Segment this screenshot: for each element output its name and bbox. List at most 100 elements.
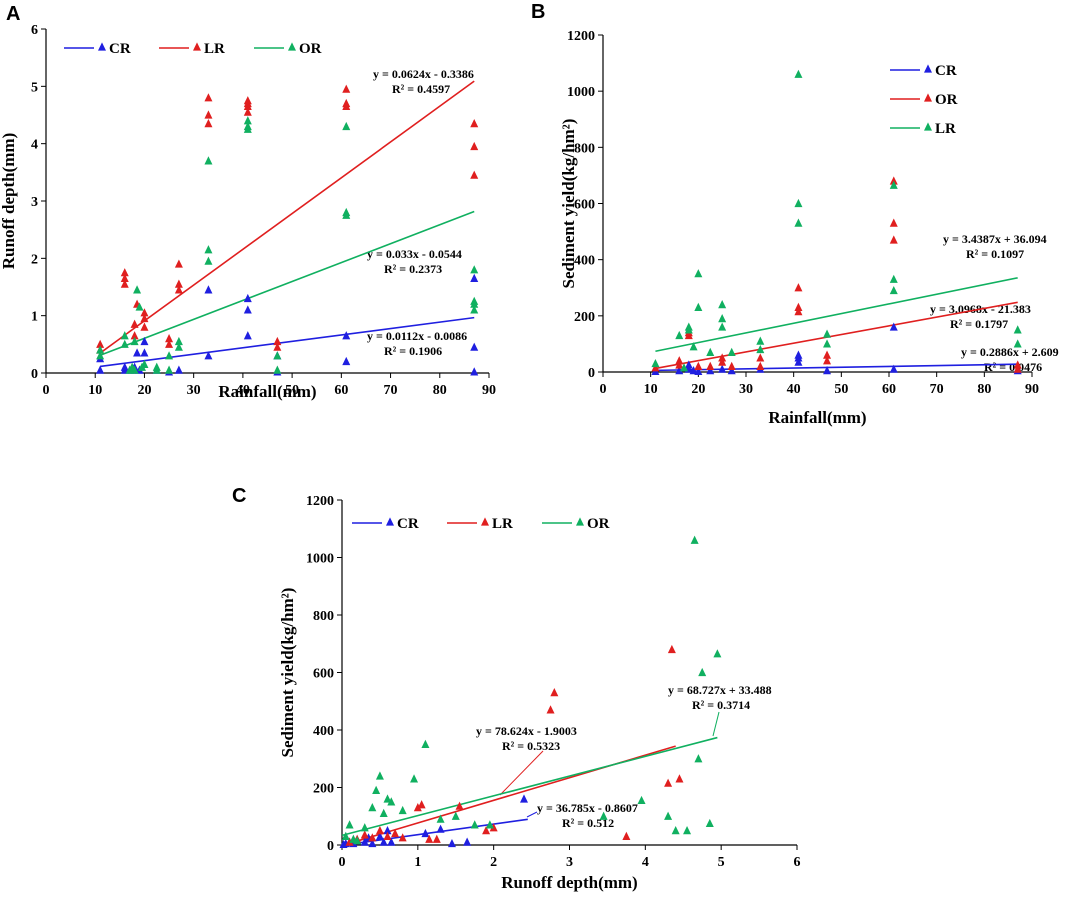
panel-b-or-point — [718, 353, 727, 362]
panel-c-or-point — [436, 814, 445, 823]
panel-c-cr-leader — [526, 811, 538, 818]
panel-c-or-point — [705, 818, 714, 828]
panel-c-lr-point — [383, 831, 392, 840]
panel-a-or-point — [273, 351, 282, 360]
panel-b-lr-point — [823, 339, 832, 348]
panel-c-y-tick-label: 1200 — [306, 494, 334, 509]
panel-c-x-tick-label: 3 — [566, 855, 573, 870]
panel-a-lr-point — [273, 342, 282, 351]
panel-c-x-tick-label: 6 — [794, 855, 801, 870]
panel-b-or-point — [889, 176, 898, 185]
panel-a-lr-trendline — [99, 80, 475, 354]
panel-c-x-tick-label: 5 — [718, 855, 725, 870]
panel-c-cr-equation: y = 36.785x - 0.8607 — [537, 801, 638, 815]
panel-b-lr-point — [727, 347, 736, 356]
panel-b-lr-point — [823, 329, 832, 338]
panel-c-legend: CR LR OR — [352, 516, 610, 532]
panel-b-legend-label: LR — [935, 121, 956, 137]
panel-a-legend-marker — [288, 42, 296, 51]
panel-c-lr-point — [546, 705, 555, 714]
panel-a-or-point — [243, 116, 252, 125]
panel-b-x-tick-label: 0 — [600, 382, 607, 397]
panel-c-x-tick-label: 2 — [490, 855, 497, 870]
panel-b-lr-point — [680, 363, 689, 372]
panel-a-legend: CR LR OR — [64, 41, 322, 57]
panel-b-y-tick-label: 200 — [574, 310, 595, 325]
panel-b-legend-marker — [924, 122, 932, 131]
panel-a-y-tick-label: 2 — [31, 252, 38, 267]
panel-b-or-point — [823, 350, 832, 359]
panel-c-or-point — [345, 820, 354, 829]
panel-c-cr-point — [368, 838, 377, 848]
panel-b-or-point — [706, 361, 715, 370]
panel-a-cr-point — [96, 365, 105, 374]
panel-b-cr-point — [694, 366, 703, 376]
panel-b-or-point — [1013, 360, 1022, 369]
panel-a-or-point — [470, 296, 479, 305]
panel-c: C y = 68.727x + 33.488 R² = 0.3714 y = 7… — [232, 485, 801, 892]
panel-a-or-point — [342, 207, 351, 217]
panel-a-or-point — [96, 351, 105, 360]
panel-a-or-point — [342, 121, 351, 131]
panel-c-lr-equation: y = 78.624x - 1.9003 — [476, 724, 577, 738]
panel-a-lr-point — [342, 84, 351, 93]
panel-a-lr-point — [470, 141, 479, 151]
panel-c-y-tick-label: 400 — [313, 724, 334, 739]
panel-c-cr-point — [421, 828, 430, 838]
panel-a-or-point — [165, 365, 174, 374]
panel-a-lr-point — [204, 119, 213, 128]
panel-c-or-r2: R² = 0.3714 — [692, 698, 750, 712]
panel-b-cr-point — [823, 365, 832, 375]
panel-c-y-tick-label: 200 — [313, 782, 334, 797]
panel-a-lr-point — [120, 279, 129, 288]
panel-c-or-point — [713, 649, 722, 658]
panel-c-legend-marker — [576, 517, 584, 526]
panel-b-or-r2: R² = 0.1797 — [950, 317, 1008, 331]
panel-a-or-point — [140, 359, 149, 368]
panel-b-x-tick-label: 80 — [977, 382, 991, 397]
panel-b-lr-point — [718, 322, 727, 331]
panel-b-or-point — [694, 361, 703, 370]
panel-a-lr-point — [204, 93, 213, 102]
panel-a-x-tick-label: 40 — [236, 383, 250, 398]
panel-b-cr-point — [718, 364, 727, 373]
panel-c-lr-point — [360, 830, 369, 839]
panel-c-or-point — [375, 771, 384, 780]
panel-c-y-tick-label: 600 — [313, 667, 334, 682]
panel-b-or-point — [794, 283, 803, 292]
panel-c-or-point — [341, 831, 350, 840]
panel-c-cr-point — [447, 838, 456, 848]
panel-a-lr-point — [204, 110, 213, 119]
panel-c-legend-marker — [386, 517, 394, 526]
panel-c-lr-point — [413, 803, 422, 812]
panel-b-or-point — [756, 361, 765, 370]
panel-b-or-point — [727, 361, 736, 370]
panel-b-lr-equation: y = 3.4387x + 36.094 — [943, 232, 1047, 246]
panel-b-or-point — [675, 360, 684, 369]
panel-a-cr-point — [342, 331, 351, 340]
panel-b-cr-point — [727, 365, 736, 375]
panel-c-lr-point — [375, 826, 384, 835]
panel-b-or-point — [675, 356, 684, 365]
panel-a-cr-point — [140, 336, 149, 346]
panel-a-or-point — [120, 339, 129, 348]
panel-c-cr-point — [387, 837, 396, 846]
panel-a-cr-r2: R² = 0.1906 — [384, 344, 442, 358]
panel-b-cr-point — [684, 360, 693, 369]
panel-c-x-tick-label: 1 — [414, 855, 421, 870]
panel-c-lr-point — [489, 823, 498, 832]
panel-c-lr-point — [368, 833, 377, 842]
panel-b-cr-point — [794, 357, 803, 366]
panel-a-x-tick-label: 70 — [384, 383, 398, 398]
panel-b-cr-point — [794, 350, 803, 359]
panel-c-or-trendline — [341, 736, 718, 837]
panel-b-or-trendline — [655, 301, 1018, 370]
panel-a-legend-label: LR — [204, 41, 225, 57]
panel-b-lr-point — [1013, 339, 1022, 348]
panel-a-or-point — [135, 302, 144, 311]
panel-a-cr-point — [470, 342, 479, 351]
panel-a-or-equation: y = 0.033x - 0.0544 — [367, 247, 462, 261]
panel-a-lr-r2: R² = 0.4597 — [392, 82, 450, 96]
panel-c-y-tick-label: 1000 — [306, 552, 334, 567]
